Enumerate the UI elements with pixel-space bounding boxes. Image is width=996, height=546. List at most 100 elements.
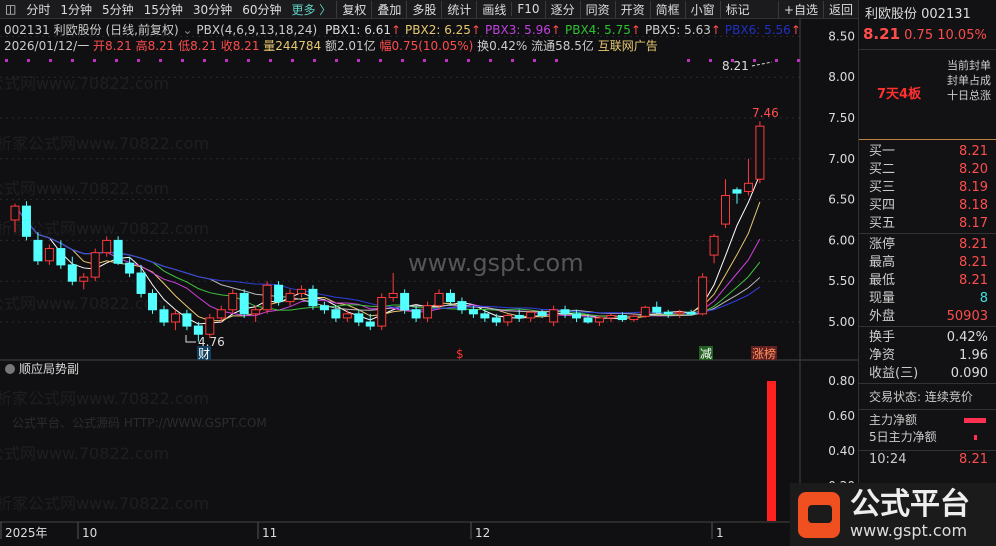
price-tick: 7.00 [828,152,855,166]
toolbar-item[interactable]: 分时 [26,2,51,17]
candle-body [10,205,20,221]
watermark-text: 分析家公式网www.70822.com [0,179,169,198]
last-price-arrow-icon [751,61,773,67]
signal-dot [115,59,118,62]
quote-row: 换手 0.42% [859,329,996,347]
candle-body [675,311,685,315]
candle-body [90,252,100,278]
chart-period: (日线,前复权) [105,23,179,37]
toolbar-item[interactable]: +自选 [777,0,823,18]
main-net-bar [964,418,986,423]
candle-body [549,309,559,323]
watermark-source: 公式平台、公式源码 HTTP://WWW.GSPT.COM [12,415,267,430]
indicator-dropdown-icon[interactable]: ⌄ [182,23,193,37]
candle-body [102,239,112,254]
up-arrow-icon: ↑ [470,23,481,37]
quote-row: 现量 8 [859,290,996,308]
candle-body [434,292,444,307]
quote-value: 8.21 [959,237,988,252]
toolbar-item[interactable]: 5分钟 [102,2,134,17]
toolbar-item[interactable]: 复权 [336,0,371,18]
candle-body [572,313,582,319]
turnover: 换0.42% [477,39,528,53]
quote-value: 8.19 [959,180,988,195]
event-marker: 涨榜 [752,346,776,361]
price-tick: 5.50 [828,274,855,288]
seal-note: 封单占成 [947,74,991,87]
candle-body [262,284,272,311]
toolbar-item[interactable]: 多股 [406,0,441,18]
candle-body [319,305,329,311]
candle-body [503,314,513,323]
candle-body [743,182,753,192]
candle-body [468,309,478,315]
collapse-icon [5,364,15,374]
candle-body [537,311,547,316]
signal-dot [71,59,74,62]
candle-body [640,306,650,317]
low-marker-icon [185,335,196,343]
indicator-name[interactable]: PBX(4,6,9,13,18,24) [196,23,318,37]
candle-body [182,313,192,327]
tick-time: 10:24 [869,452,907,467]
toolbar-item[interactable]: 15分钟 [143,2,183,17]
last-price-label: 8.21 [722,59,749,73]
toolbar-item[interactable]: 画线 [476,0,511,18]
signal-dot [709,59,712,62]
candle-body [686,311,696,315]
toolbar-item[interactable]: 小窗 [684,0,720,18]
quote-row: 最高 8.21 [859,254,996,272]
sector[interactable]: 互联网广告 [597,39,658,53]
candle-body [560,309,570,315]
price-tick: 6.50 [828,193,855,207]
toolbar-item[interactable]: F10 [511,2,544,16]
candle-body [721,195,731,225]
toolbar-item[interactable]: 60分钟 [242,2,282,17]
candle-body [491,317,501,323]
candle-body [445,292,455,303]
toolbar-item[interactable]: 同资 [579,0,615,18]
price-tick: 8.50 [828,29,855,43]
toolbar-item[interactable]: 开资 [614,0,650,18]
toolbar-item[interactable]: 简框 [649,0,685,18]
toolbar-item[interactable]: 1分钟 [60,2,92,17]
price-tick: 5.00 [828,315,855,329]
quote-value: 8.20 [959,162,988,177]
main-net-5d-label: 5日主力净额 [869,430,937,444]
pbx-value: PBX3: 5.96 [485,23,551,37]
quote-value: 8.21 [959,255,988,270]
quote-label: 换手 [869,330,896,345]
ohlc-line: 2026/01/12/一 开8.21 高8.21 低8.21 收8.21 量24… [4,37,658,54]
candle-body [148,292,158,311]
toolbar-item[interactable]: 30分钟 [192,2,233,17]
signal-dot [467,59,470,62]
time-tick: 11 [262,526,277,540]
event-marker: $ [456,347,464,361]
kline-chart[interactable]: 分析家公式网www.70822.com 分析家公式网www.70822.com 分析… [0,19,858,546]
quote-value: 8.21 [959,144,988,159]
layout-toggle-icon[interactable]: ◫ [5,2,17,16]
quote-row: 净资 1.96 [859,347,996,365]
toolbar-item[interactable]: 标记 [719,0,755,18]
candle-body [400,292,410,311]
board-info: 7天4板 当前封单 封单占成 十日总涨 [859,49,996,139]
candle-body [170,313,180,323]
toolbar-item[interactable]: 返回 [822,0,858,18]
signal-dot [5,59,8,62]
candle-body [663,311,673,315]
toolbar-item[interactable]: 统计 [441,0,476,18]
board-count: 7天4板 [877,87,922,102]
toolbar-item[interactable]: 逐分 [544,0,580,18]
sub-tick: 0.80 [828,374,855,388]
quote-panel: 利欧股份 002131 8.21 0.75 10.05% 7天4板 当前封单 封单… [858,0,996,546]
signal-dot [357,59,360,62]
panel-change: 0.75 [904,28,934,43]
signal-dot [731,59,734,62]
candle-body [44,248,54,262]
quote-value: 0.42% [946,330,988,345]
toolbar-item[interactable]: 更多 〉 [291,2,332,17]
ma-line-24 [14,205,761,314]
indicator-bar [767,381,776,521]
signal-dot [49,59,52,62]
toolbar-item[interactable]: 叠加 [371,0,406,18]
